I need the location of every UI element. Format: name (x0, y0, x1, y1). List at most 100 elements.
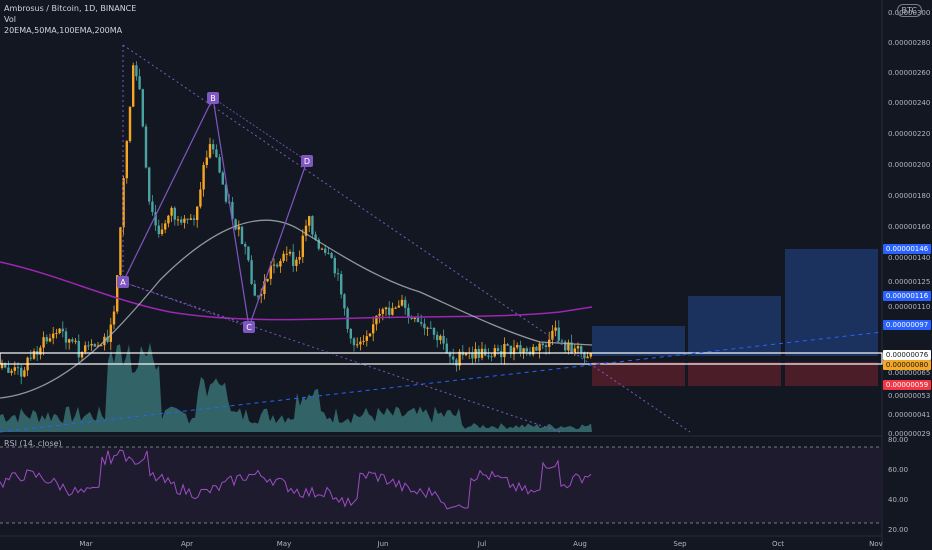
candle-body (55, 333, 58, 335)
candle-body (359, 341, 362, 345)
candle-body (567, 342, 570, 351)
candle-body (407, 307, 410, 318)
candle-body (199, 189, 202, 207)
candle-body (570, 342, 573, 354)
candle-body (132, 65, 135, 107)
candle-body (381, 309, 384, 314)
candle-body (192, 218, 196, 221)
candle-body (240, 226, 244, 245)
candle-body (247, 246, 250, 261)
candle-body (61, 328, 64, 332)
candle-body (135, 65, 138, 77)
candle-body (503, 344, 506, 358)
pattern-point-marker (243, 321, 255, 333)
indicators-legend[interactable]: 20EMA,50MA,100EMA,200MA (4, 26, 123, 35)
target-box-1 (592, 326, 685, 356)
candle-body (20, 367, 23, 377)
abcd-pattern-line (122, 96, 308, 328)
time-axis-label: Oct (772, 540, 784, 548)
abcd-diagonal-bd (212, 97, 308, 162)
candle-body (525, 348, 528, 352)
price-tick-label: 0.00000041 (888, 411, 930, 419)
candle-body (324, 248, 327, 253)
candle-body (541, 343, 544, 346)
candle-body (218, 157, 221, 173)
candle-body (388, 307, 391, 315)
currency-badge[interactable]: BTC (896, 4, 922, 17)
candle-body (157, 225, 160, 235)
candle-body (93, 343, 96, 347)
candle-body (100, 345, 103, 347)
candle-body (221, 172, 224, 185)
candle-body (39, 347, 42, 355)
candle-body (29, 357, 32, 359)
candle-body (384, 307, 388, 310)
rsi-tick-label: 40.00 (888, 496, 908, 504)
price-tick-label: 0.00000053 (888, 392, 930, 400)
candle-body (23, 370, 26, 377)
candle-body (372, 324, 375, 334)
candle-body (352, 338, 356, 346)
price-axis-panel (882, 0, 932, 550)
candle-body (64, 331, 68, 343)
candle-body (260, 294, 263, 296)
pattern-point-label: B (210, 94, 216, 103)
candle-body (349, 328, 352, 339)
candle-body (180, 219, 183, 223)
candle-body (269, 265, 272, 279)
candle-body (106, 336, 109, 342)
price-tick-label: 0.00000200 (888, 161, 930, 169)
candle-body (589, 353, 592, 357)
candle-body (314, 234, 317, 240)
candle-body (404, 299, 407, 308)
candle-body (439, 335, 442, 341)
time-axis-label: Jun (377, 540, 389, 548)
candle-body (74, 340, 77, 342)
candle-body (292, 251, 295, 266)
candle-body (151, 201, 154, 213)
candle-body (583, 352, 586, 359)
time-axis-label: Nov (869, 540, 883, 548)
rsi-legend[interactable]: RSI (14, close) (4, 439, 62, 448)
candle-body (442, 335, 445, 344)
volume-legend[interactable]: Vol (4, 15, 16, 24)
candle-body (560, 340, 564, 342)
candle-body (71, 339, 74, 342)
candle-body (138, 76, 141, 90)
price-tick-label: 0.00000260 (888, 69, 930, 77)
candle-body (429, 327, 432, 329)
candle-body (564, 341, 567, 351)
candle-body (304, 225, 308, 236)
candle-body (308, 216, 311, 226)
rsi-tick-label: 80.00 (888, 436, 908, 444)
candle-body (224, 184, 228, 202)
price-tick-label: 0.00000110 (888, 303, 930, 311)
rsi-line (0, 449, 592, 510)
price-tag-label: 0.00000116 (883, 291, 931, 301)
candle-body (397, 305, 400, 308)
candle-body (272, 264, 276, 266)
candle-body (317, 239, 320, 249)
candle-body (77, 340, 80, 358)
candle-body (205, 157, 208, 165)
candle-body (413, 317, 416, 319)
candle-body (164, 223, 167, 230)
price-tick-label: 0.00000029 (888, 430, 930, 438)
candle-body (432, 328, 436, 335)
price-tag-label: 0.00000097 (883, 320, 931, 330)
stop-box-1 (592, 362, 685, 386)
candle-body (356, 344, 359, 346)
candle-body (173, 207, 176, 220)
time-axis-label: Mar (79, 540, 92, 548)
candle-body (128, 106, 132, 142)
candle-body (244, 244, 247, 247)
pattern-point-marker (207, 92, 219, 104)
candle-body (4, 362, 7, 368)
candle-body (490, 356, 493, 358)
volume-area (0, 342, 592, 432)
symbol-title[interactable]: Ambrosus / Bitcoin, 1D, BINANCE (4, 4, 137, 13)
candle-body (330, 253, 333, 258)
candle-body (32, 351, 36, 359)
candle-body (266, 278, 269, 282)
